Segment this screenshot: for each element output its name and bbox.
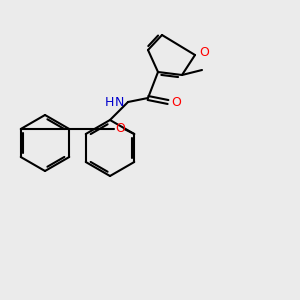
Text: O: O — [199, 46, 209, 59]
Text: O: O — [171, 95, 181, 109]
Text: H: H — [105, 95, 114, 109]
Text: O: O — [115, 122, 125, 136]
Text: N: N — [115, 95, 124, 109]
